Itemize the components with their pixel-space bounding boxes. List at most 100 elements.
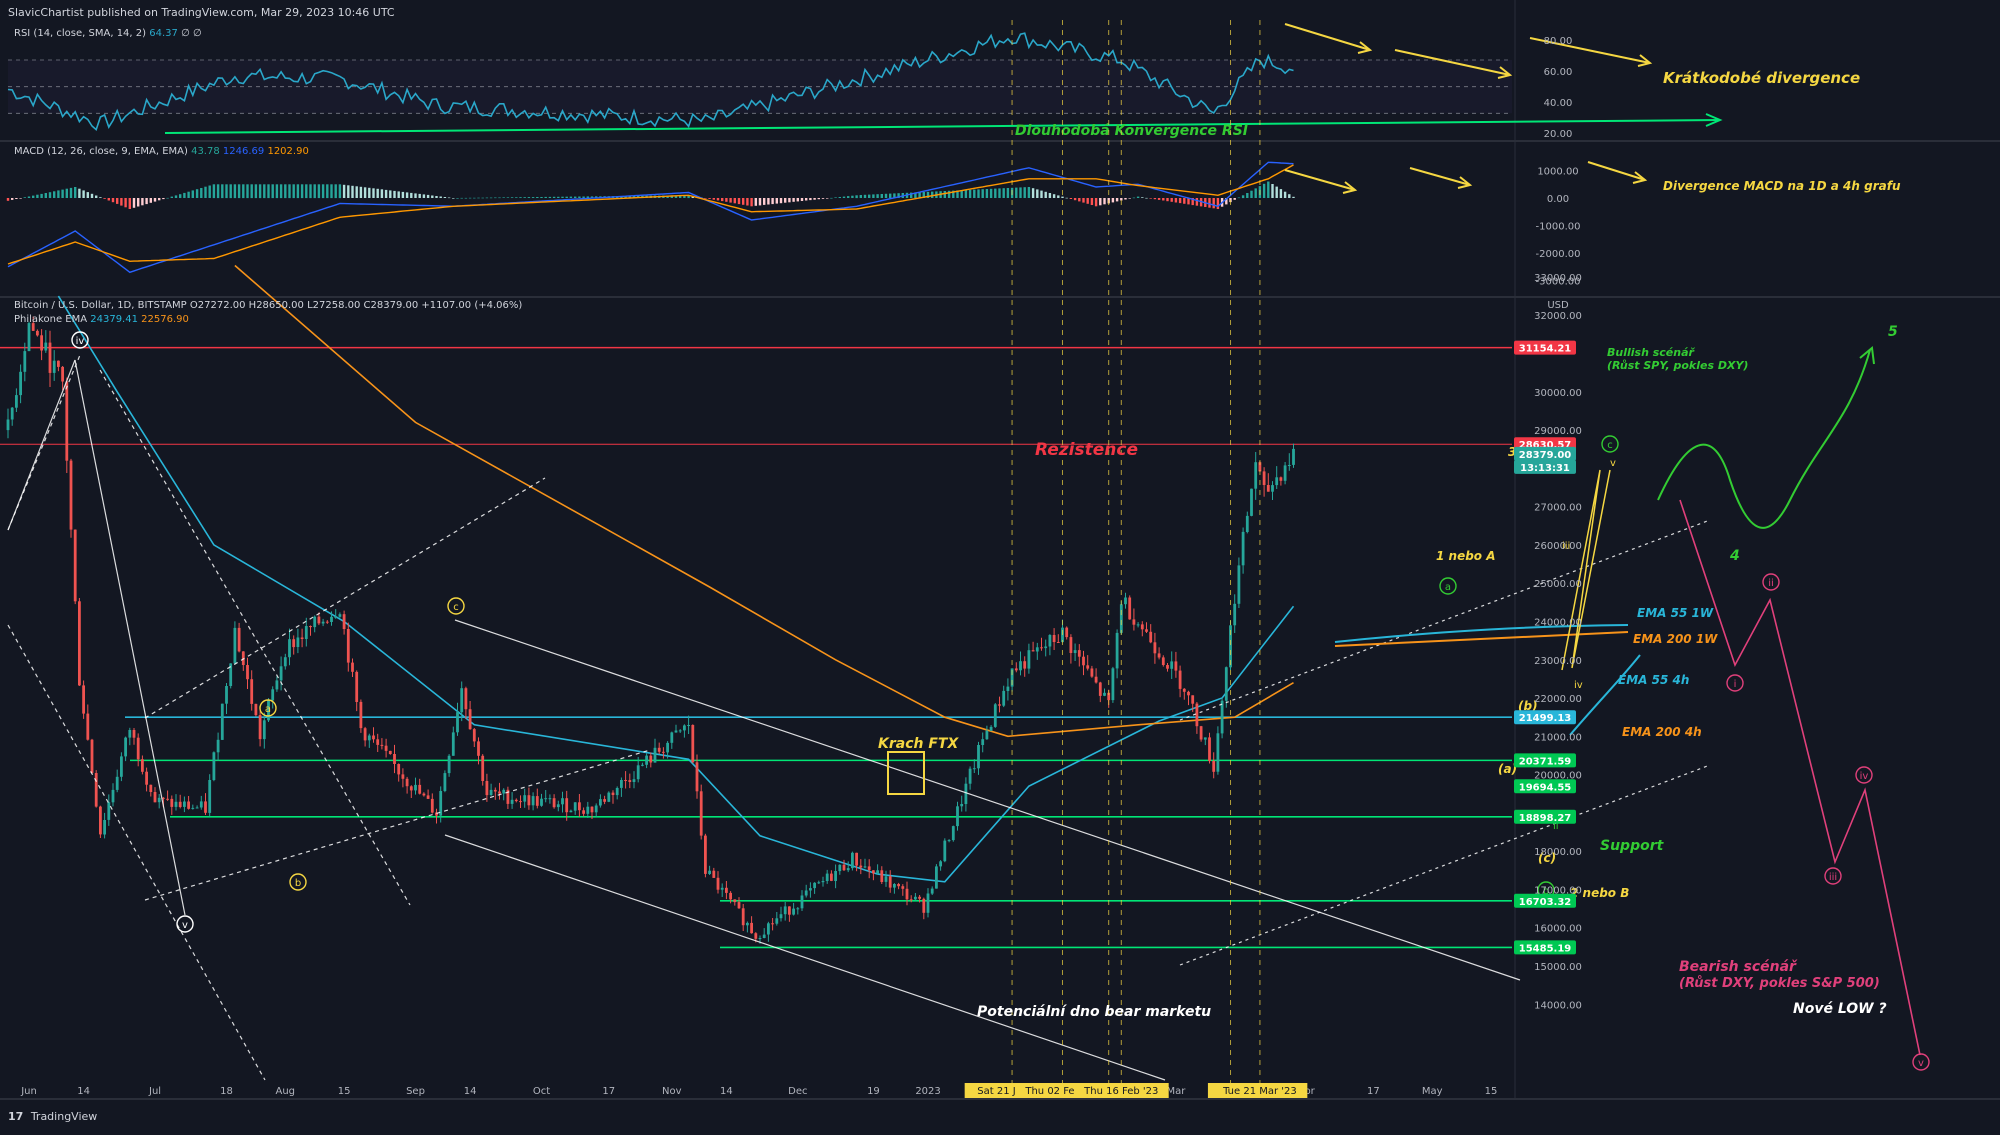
candle-2023-03-21[interactable]	[1258, 462, 1262, 472]
macd-divergence-line[interactable]	[1284, 169, 1356, 191]
candle-2022-05-30[interactable]	[19, 371, 22, 396]
candle-2022-10-30[interactable]	[662, 751, 665, 753]
candle-2022-06-10[interactable]	[65, 381, 69, 461]
candle-2023-03-08[interactable]	[1203, 737, 1207, 740]
candle-2022-07-04[interactable]	[166, 798, 169, 800]
candle-2022-06-15[interactable]	[86, 713, 90, 740]
candle-2022-12-22[interactable]	[884, 876, 888, 882]
wave-pink-v-ring[interactable]	[1912, 1053, 1930, 1071]
rsi-divergence-line[interactable]	[1529, 37, 1651, 64]
candle-2022-08-09[interactable]	[317, 616, 321, 624]
candle-2022-09-18[interactable]	[485, 781, 489, 796]
candle-2022-06-23[interactable]	[120, 756, 123, 777]
candle-2022-05-28[interactable]	[10, 407, 14, 420]
candle-2022-06-08[interactable]	[57, 360, 60, 367]
candle-2022-10-08[interactable]	[569, 810, 573, 813]
candle-2022-11-23[interactable]	[762, 934, 766, 938]
candle-2022-07-19[interactable]	[229, 663, 233, 686]
candle-2022-10-10[interactable]	[578, 802, 581, 811]
candle-2023-01-22[interactable]	[1014, 668, 1018, 671]
candle-2023-01-10[interactable]	[964, 783, 968, 804]
candle-2023-01-31[interactable]	[1052, 635, 1056, 642]
trendline[interactable]	[454, 619, 1521, 981]
candle-2022-06-13[interactable]	[78, 601, 81, 686]
candle-2022-06-22[interactable]	[115, 776, 119, 790]
candle-2022-08-30[interactable]	[405, 778, 409, 787]
candle-2022-12-12[interactable]	[842, 864, 846, 871]
candle-2022-08-15[interactable]	[342, 614, 346, 629]
candle-2022-07-14[interactable]	[208, 780, 212, 813]
candle-2022-11-12[interactable]	[716, 877, 720, 890]
candle-2022-12-10[interactable]	[834, 871, 837, 881]
candle-2022-11-17[interactable]	[737, 902, 741, 909]
wave-green-a-ring[interactable]	[1439, 577, 1457, 595]
candle-2022-10-28[interactable]	[653, 747, 657, 763]
candle-2022-08-13[interactable]	[334, 616, 338, 618]
wave-pink-ii-ring[interactable]	[1762, 573, 1780, 591]
candle-2023-02-07[interactable]	[1082, 656, 1085, 666]
candle-2022-07-06[interactable]	[174, 801, 178, 807]
candle-2022-11-21[interactable]	[754, 933, 758, 939]
macd-signal-line[interactable]	[7, 164, 1294, 265]
candle-2022-07-31[interactable]	[279, 666, 283, 681]
candle-2022-07-11[interactable]	[195, 807, 199, 809]
candle-2022-09-10[interactable]	[451, 732, 455, 756]
candle-2022-06-12[interactable]	[73, 529, 77, 602]
trendline[interactable]	[7, 359, 76, 531]
candle-2022-12-05[interactable]	[813, 882, 816, 889]
candle-2022-09-21[interactable]	[498, 791, 501, 794]
bullish-scenario-path[interactable]	[1657, 349, 1871, 529]
candle-2023-02-23[interactable]	[1149, 631, 1153, 643]
candle-2022-12-17[interactable]	[863, 866, 867, 868]
candle-2023-02-04[interactable]	[1069, 637, 1073, 653]
candle-2022-06-02[interactable]	[31, 323, 35, 331]
candle-2022-10-11[interactable]	[582, 810, 585, 814]
candle-2022-06-25[interactable]	[128, 730, 132, 738]
candle-2022-11-26[interactable]	[775, 918, 779, 924]
candle-2022-08-01[interactable]	[283, 657, 287, 667]
candle-2023-03-20[interactable]	[1254, 462, 1258, 489]
candle-2022-08-10[interactable]	[321, 621, 325, 624]
macd-divergence-line[interactable]	[1409, 167, 1471, 186]
candle-2023-02-19[interactable]	[1132, 619, 1136, 625]
trendline[interactable]	[144, 477, 546, 719]
candle-2022-12-15[interactable]	[855, 852, 858, 866]
wave-yellow-a-ring[interactable]	[259, 699, 277, 717]
candle-2022-10-01[interactable]	[540, 798, 543, 806]
candle-2022-10-09[interactable]	[573, 802, 577, 811]
candle-2023-03-22[interactable]	[1262, 471, 1266, 485]
candle-2023-03-24[interactable]	[1271, 485, 1274, 492]
ema55-4h-curve[interactable]	[1569, 654, 1641, 736]
candle-2022-08-04[interactable]	[296, 637, 300, 648]
candle-2023-01-20[interactable]	[1006, 686, 1010, 691]
candle-2022-09-30[interactable]	[535, 796, 539, 806]
candle-2023-03-01[interactable]	[1174, 661, 1178, 671]
candle-2022-05-29[interactable]	[15, 395, 18, 408]
candle-2023-01-02[interactable]	[930, 888, 934, 894]
candle-2023-02-27[interactable]	[1166, 665, 1169, 669]
candle-2022-12-31[interactable]	[922, 898, 926, 913]
candle-2022-12-07[interactable]	[821, 881, 825, 883]
candle-2023-02-14[interactable]	[1111, 668, 1115, 701]
candle-2022-08-20[interactable]	[363, 728, 367, 741]
candle-2022-11-04[interactable]	[683, 725, 686, 731]
candle-2022-10-06[interactable]	[561, 798, 564, 805]
candle-2022-09-27[interactable]	[523, 795, 527, 802]
candle-2022-06-26[interactable]	[132, 730, 136, 738]
candle-2022-07-07[interactable]	[178, 801, 182, 807]
candle-2022-10-21[interactable]	[624, 780, 627, 781]
candle-2023-03-29[interactable]	[1292, 448, 1295, 465]
candle-2023-02-28[interactable]	[1170, 661, 1174, 669]
candle-2022-11-29[interactable]	[788, 906, 791, 915]
candle-2022-09-24[interactable]	[510, 799, 514, 804]
candle-2022-09-08[interactable]	[443, 773, 447, 791]
candle-2022-08-06[interactable]	[304, 626, 308, 639]
candle-2023-02-13[interactable]	[1107, 692, 1111, 701]
candle-2023-02-03[interactable]	[1065, 627, 1069, 638]
candle-2022-07-28[interactable]	[267, 700, 270, 721]
candle-2023-02-15[interactable]	[1115, 632, 1119, 669]
candle-2022-07-30[interactable]	[275, 680, 279, 690]
candle-2023-02-17[interactable]	[1124, 597, 1127, 605]
candle-2022-11-07[interactable]	[695, 762, 699, 792]
candle-2022-07-18[interactable]	[225, 686, 228, 704]
